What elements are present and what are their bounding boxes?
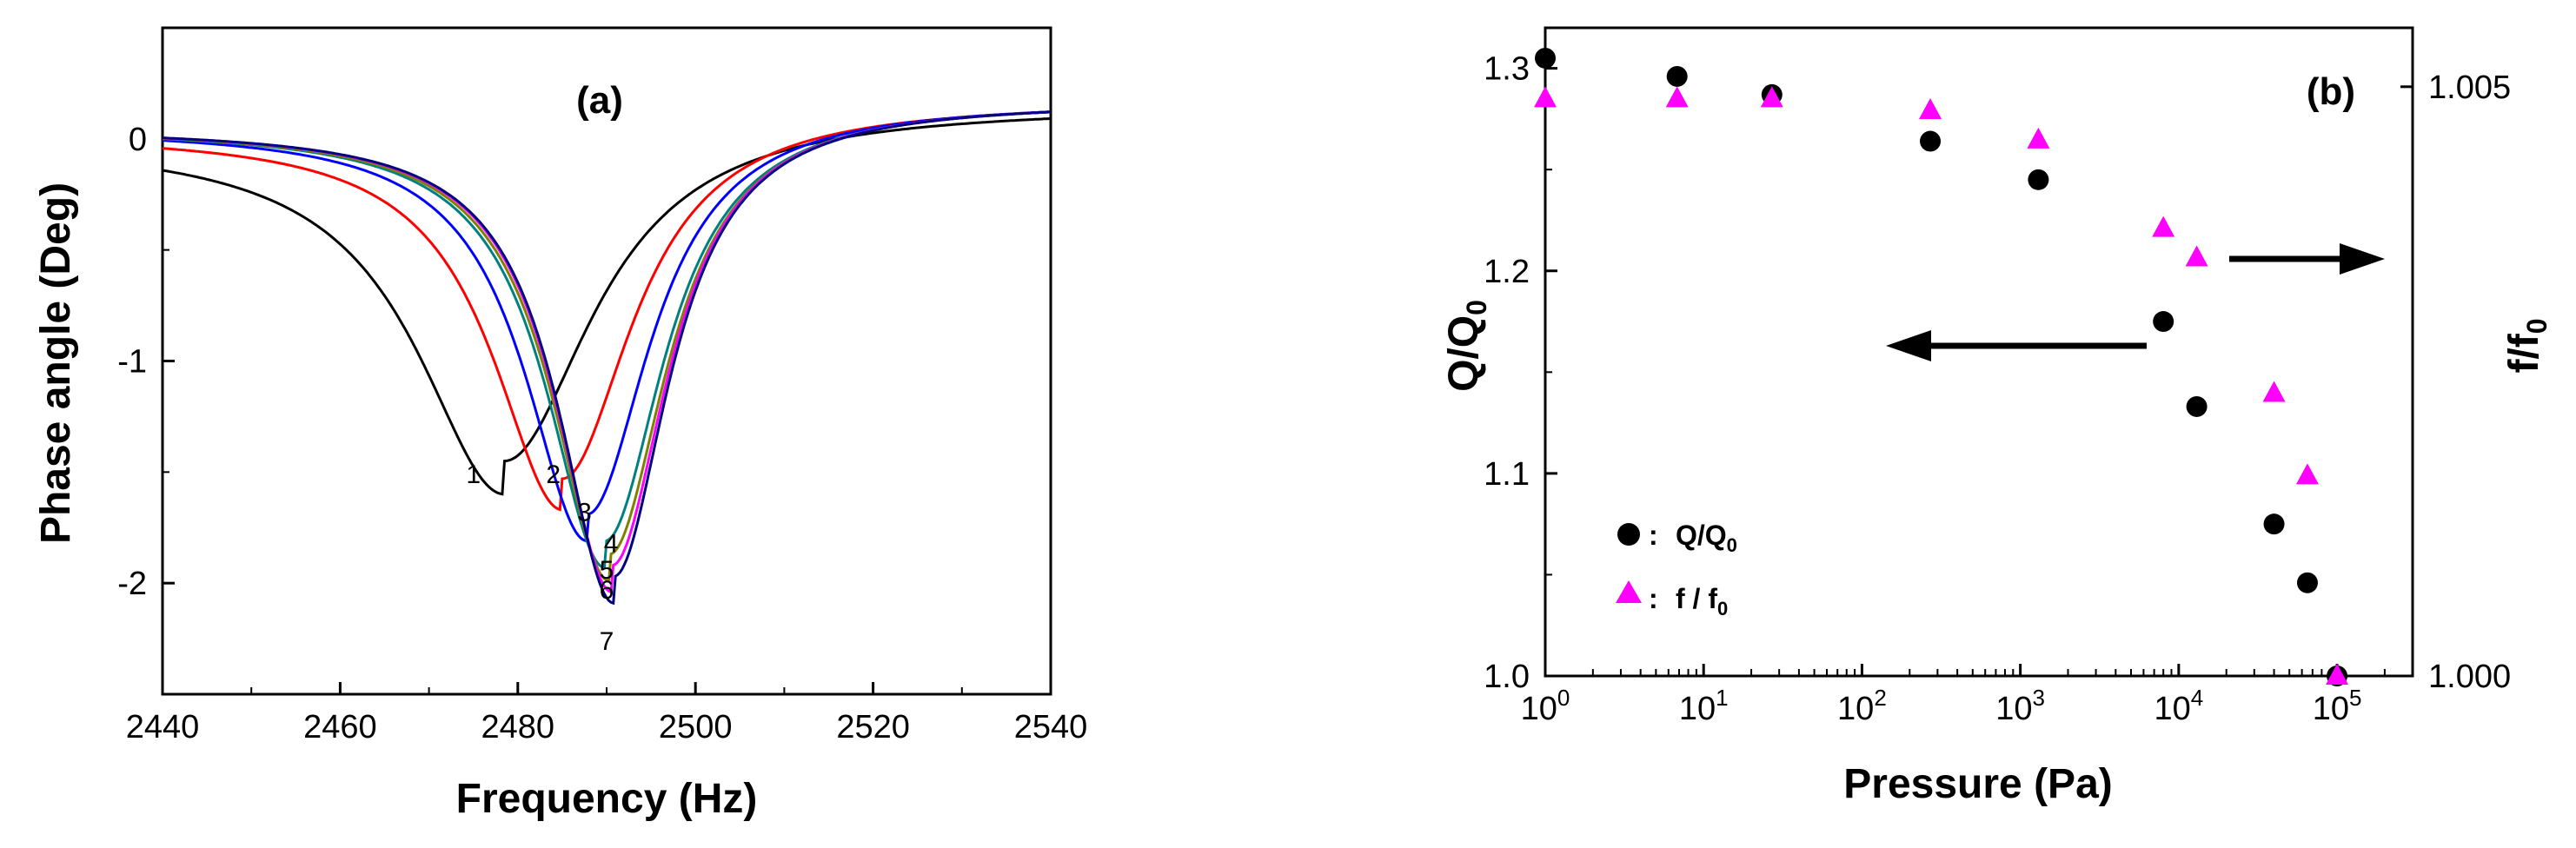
curve-label-4: 4 <box>604 529 619 558</box>
f-point <box>1760 86 1783 108</box>
x-tick-label: 101 <box>1679 685 1729 727</box>
q-point <box>2153 311 2174 333</box>
y-tick-label: 0 <box>129 122 147 158</box>
panel-b-points <box>1534 47 2349 686</box>
curve-4 <box>162 110 1052 570</box>
y-tick-label: -2 <box>117 566 147 602</box>
panel-a-y-axis-title: Phase angle (Deg) <box>33 182 79 544</box>
panel-a-label: (a) <box>576 79 623 122</box>
x-tick-label: 2500 <box>659 709 733 745</box>
panel-a-x-axis-title: Frequency (Hz) <box>456 776 758 822</box>
curve-label-3: 3 <box>577 499 592 527</box>
f-point <box>2295 463 2319 485</box>
panel-a-x-ticks: 2440 2460 2480 2500 2520 2540 <box>126 682 1088 745</box>
x-tick-label: 104 <box>2154 685 2203 727</box>
legend-label-q: Q/Q0 <box>1676 520 1737 556</box>
legend-sep-1: : <box>1649 520 1658 551</box>
curve-label-2: 2 <box>546 460 561 489</box>
x-tick-label: 2540 <box>1014 709 1088 745</box>
q-point <box>2263 513 2285 535</box>
x-tick-label: 2440 <box>126 709 200 745</box>
y-tick-label: 1.2 <box>1484 254 1530 290</box>
panel-b-y-axis-title-right: f/f0 <box>2501 318 2553 373</box>
curve-3 <box>162 110 1052 543</box>
panel-a-y-ticks: -2 -1 0 <box>117 27 175 695</box>
curve-label-1: 1 <box>466 460 481 489</box>
f-point <box>2185 245 2208 267</box>
curve-2 <box>162 110 1052 512</box>
y-right-tick-label: 1.000 <box>2428 659 2511 695</box>
x-tick-label: 2460 <box>303 709 377 745</box>
curve-5 <box>162 110 1052 583</box>
y-tick-label: 1.1 <box>1484 456 1530 493</box>
f-point <box>2152 215 2175 237</box>
q-point <box>2186 395 2208 417</box>
q-point <box>1666 65 1688 87</box>
panel-a-curves <box>162 110 1052 606</box>
x-tick-label: 102 <box>1837 685 1887 727</box>
q-point <box>1535 47 1556 69</box>
panel-b-arrows <box>1886 243 2385 361</box>
curve-6 <box>162 110 1052 594</box>
panel-b-label: (b) <box>2307 70 2355 113</box>
panel-b-y-ticks-right: 1.000 1.005 <box>2400 70 2511 695</box>
panel-b-pressure-chart: 100 101 102 103 104 105 1.01.11.21.3 1.0001.0… <box>1441 26 2553 807</box>
curve-1 <box>162 117 1052 496</box>
q-point <box>1920 130 1942 152</box>
q-point <box>2296 572 2318 593</box>
arrow-left-head <box>1886 330 1931 361</box>
arrow-right-head <box>2340 243 2385 275</box>
y-tick-label: -1 <box>117 344 147 381</box>
x-tick-label: 105 <box>2313 685 2362 727</box>
x-tick-label: 100 <box>1521 685 1570 727</box>
curve-label-7: 7 <box>600 627 614 656</box>
f-point <box>2262 381 2286 402</box>
panel-b-legend: : Q/Q0 : f / f0 <box>1616 520 1737 619</box>
f-point <box>1919 97 1942 119</box>
y-right-tick-label: 1.005 <box>2428 70 2511 106</box>
curve-7 <box>162 110 1052 606</box>
curve-label-6: 6 <box>600 576 614 605</box>
legend-sep-2: : <box>1649 583 1658 614</box>
q-point <box>2028 169 2049 190</box>
f-point <box>2326 664 2349 685</box>
panel-b-frame <box>1544 26 2414 678</box>
panel-b-y-ticks-left: 1.0 1.1 1.2 1.3 <box>1484 51 1557 695</box>
legend-triangle-marker <box>1616 580 1642 603</box>
panel-b-x-ticks: 100 101 102 103 104 105 <box>1521 664 2413 727</box>
x-tick-label: 2520 <box>836 709 910 745</box>
legend-circle-marker <box>1617 523 1640 546</box>
x-tick-label: 2480 <box>481 709 555 745</box>
y-tick-label: 1.3 <box>1484 51 1530 88</box>
f-point <box>1534 86 1557 108</box>
f-point <box>2027 127 2050 149</box>
legend-label-f: f / f0 <box>1676 583 1728 619</box>
panel-b-y-axis-title-left: Q/Q0 <box>1441 300 1492 392</box>
y-tick-label: 1.0 <box>1484 659 1530 695</box>
panel-b-x-axis-title: Pressure (Pa) <box>1843 761 2113 807</box>
curve-label-5: 5 <box>600 556 614 585</box>
x-tick-label: 103 <box>1995 685 2045 727</box>
f-point <box>1665 86 1689 108</box>
